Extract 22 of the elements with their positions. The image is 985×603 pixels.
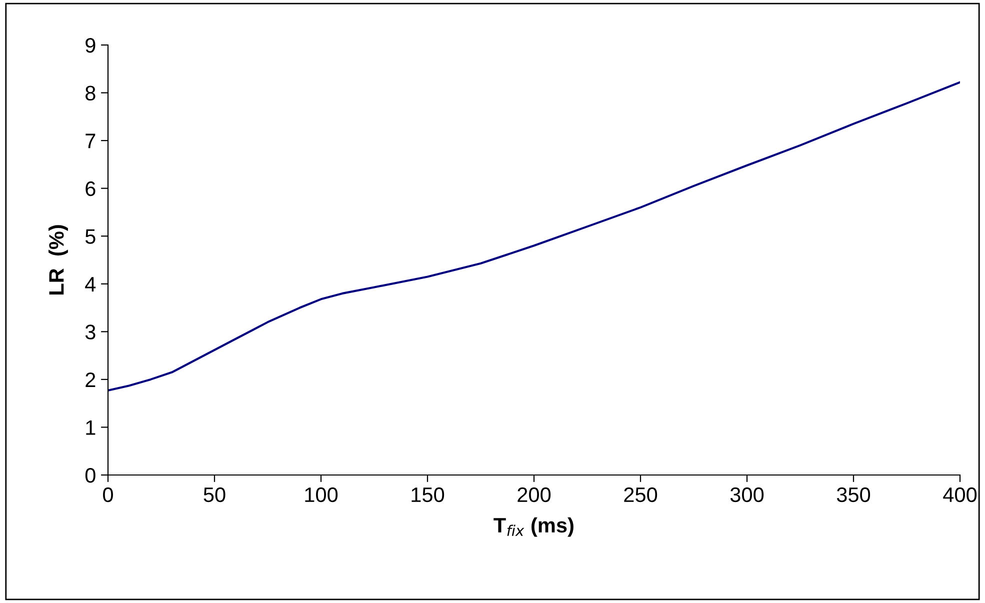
y-tick-label: 0 [85, 468, 96, 483]
x-axis-title: T$_{fix}$ (ms) [494, 517, 574, 537]
x-tick-label: 350 [836, 487, 870, 502]
x-tick-label: 0 [103, 487, 113, 502]
y-tick-label: 1 [86, 420, 96, 435]
y-tick-label: 2 [86, 372, 96, 387]
x-tick-label: 400 [943, 487, 977, 502]
y-tick-label: 7 [86, 134, 96, 148]
y-tick-label: 9 [86, 38, 96, 53]
x-tick-label: 200 [518, 487, 551, 502]
y-tick-label: 4 [85, 277, 96, 292]
x-tick-label: 250 [624, 487, 658, 502]
x-tick-label: 300 [730, 487, 764, 502]
x-tick-label: 50 [204, 487, 226, 502]
line-series [108, 81, 960, 392]
y-tick-label: 3 [85, 324, 96, 340]
y-axis-title: LR (%) [48, 225, 68, 294]
y-tick-label: 6 [86, 181, 96, 196]
x-tick-label: 150 [412, 487, 444, 502]
y-tick-label: 5 [85, 229, 96, 244]
x-tick-label: 100 [305, 487, 338, 502]
y-tick-label: 8 [86, 86, 96, 101]
